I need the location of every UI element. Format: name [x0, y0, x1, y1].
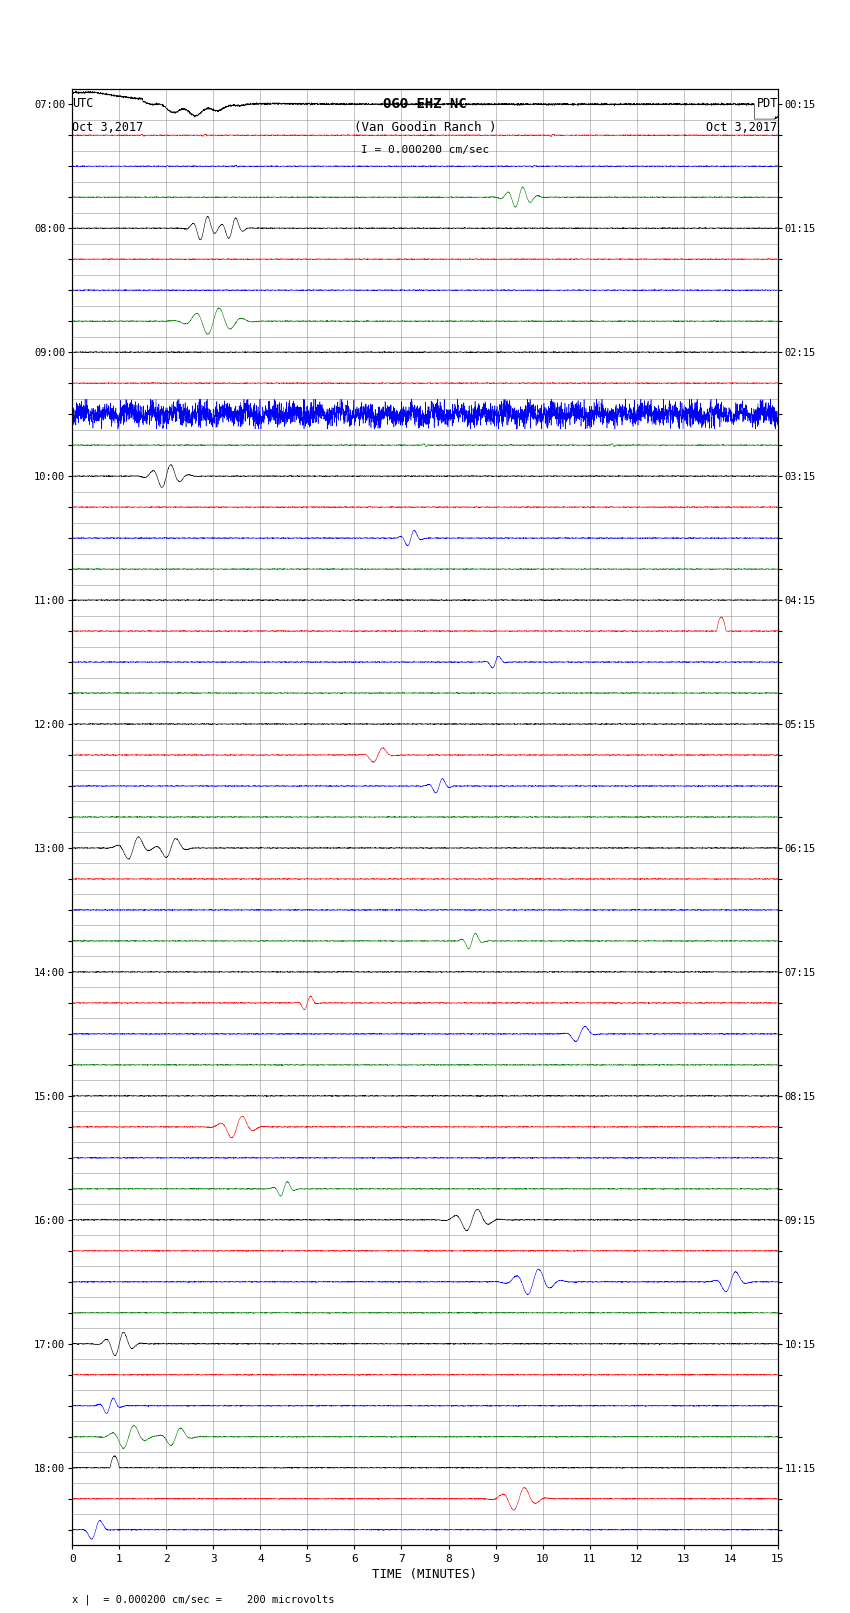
Text: Oct 3,2017: Oct 3,2017 [706, 121, 778, 134]
Text: UTC: UTC [72, 97, 94, 110]
Text: OGO EHZ NC: OGO EHZ NC [383, 97, 467, 111]
Text: x |  = 0.000200 cm/sec =    200 microvolts: x | = 0.000200 cm/sec = 200 microvolts [72, 1594, 335, 1605]
Text: PDT: PDT [756, 97, 778, 110]
Text: Oct 3,2017: Oct 3,2017 [72, 121, 144, 134]
X-axis label: TIME (MINUTES): TIME (MINUTES) [372, 1568, 478, 1581]
Text: (Van Goodin Ranch ): (Van Goodin Ranch ) [354, 121, 496, 134]
Text: I = 0.000200 cm/sec: I = 0.000200 cm/sec [361, 145, 489, 155]
